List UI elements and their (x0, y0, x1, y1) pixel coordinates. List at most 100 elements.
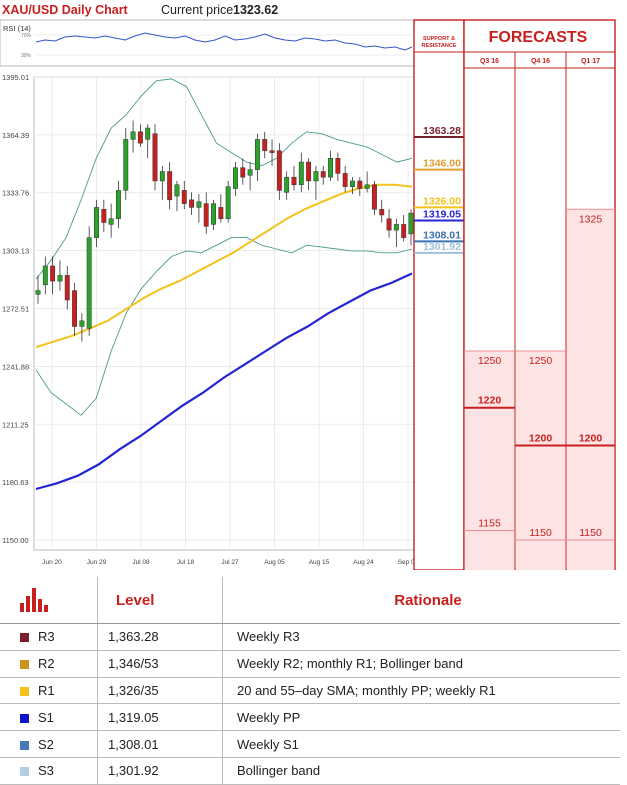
levels-table: Level Rationale R3 1,363.28 Weekly R3 R2 1,3… (0, 577, 620, 785)
level-swatch (20, 633, 29, 643)
forecast-top-label: 1325 (579, 213, 603, 225)
forecast-mid-label: 1220 (478, 395, 502, 407)
level-value: 1,301.92 (97, 757, 223, 785)
level-name: R2 (0, 650, 98, 678)
forecast-range (464, 351, 515, 570)
level-name: R1 (0, 677, 98, 705)
level-swatch (20, 767, 29, 777)
candle-body (189, 199, 195, 208)
forecast-top-label: 1250 (478, 355, 502, 367)
level-label: 1319.05 (423, 209, 461, 221)
y-tick-label: 1303.13 (2, 247, 29, 256)
candle-body (181, 190, 187, 204)
candle-body (335, 158, 341, 174)
level-label: 1363.28 (423, 125, 461, 137)
y-tick-label: 1150.00 (2, 536, 29, 545)
candle-body (328, 158, 333, 178)
levels-table-header: Level Rationale (0, 577, 620, 624)
candle-body (86, 237, 92, 329)
x-tick-label: Aug 24 (353, 559, 374, 566)
bollinger-lower-line (35, 237, 413, 416)
y-tick-label: 1241.88 (2, 362, 29, 371)
candle-body (72, 290, 78, 327)
level-name-text: S2 (38, 736, 54, 752)
candle-body (284, 176, 290, 193)
y-tick-label: 1333.76 (2, 189, 29, 198)
candle-body (254, 139, 260, 170)
forecast-title: FORECASTS (489, 29, 588, 46)
forecast-range (566, 209, 615, 570)
x-tick-label: Aug 15 (309, 559, 330, 566)
y-tick-label: 1180.63 (2, 478, 29, 487)
chart-area: XAU/USD Daily Chart Current price 1323.6… (0, 3, 616, 570)
candle-body (116, 190, 121, 219)
level-name: S2 (0, 730, 98, 758)
table-row: S2 1,308.01 Weekly S1 (0, 730, 620, 758)
candle-body (159, 171, 165, 182)
level-value: 1,363.28 (97, 623, 223, 651)
x-tick-label: Sep 02 (398, 559, 419, 566)
candle-body (101, 209, 107, 223)
x-tick-label: Jul 08 (132, 559, 150, 566)
candle-body (167, 171, 173, 201)
level-swatch (20, 713, 29, 723)
rsi-panel (0, 19, 415, 67)
rsi-line (35, 32, 413, 51)
x-tick-label: Jul 27 (221, 559, 239, 566)
candle-body (145, 127, 151, 140)
candle-body (218, 207, 224, 219)
candle-body (364, 184, 370, 189)
candle-body (196, 201, 202, 208)
candle-body (313, 171, 319, 182)
x-tick-label: Jun 29 (87, 559, 107, 566)
candle-body (35, 290, 41, 295)
bar-chart-icon (0, 577, 98, 624)
y-tick-label: 1364.39 (2, 131, 29, 140)
candle-body (137, 131, 143, 144)
forecast-mid-label: 1200 (579, 433, 603, 445)
support-header: SUPPORT & (423, 36, 455, 42)
forecast-column-header: Q4 16 (531, 58, 550, 65)
candle-body (408, 212, 414, 235)
price-label: Current price (161, 3, 233, 17)
x-tick-label: Jul 18 (177, 559, 195, 566)
candle-body (123, 139, 129, 191)
level-name-text: S1 (38, 709, 54, 725)
table-row: S1 1,319.05 Weekly PP (0, 703, 620, 732)
forecast-top-label: 1250 (529, 355, 553, 367)
forecast-column-headers: Q3 16 Q4 16 Q1 17 (480, 58, 600, 65)
forecast-column-header: Q1 17 (581, 58, 600, 65)
candle-body (379, 209, 385, 216)
candle-body (57, 275, 63, 282)
forecast-bottom-label: 1150 (529, 527, 552, 539)
candle-body (276, 150, 282, 191)
level-value: 1,308.01 (97, 730, 223, 758)
forecast-range (515, 351, 566, 570)
level-name-text: R2 (38, 656, 55, 672)
candle-body (393, 224, 399, 231)
chart-title: XAU/USD Daily Chart (2, 3, 129, 17)
candle-body (203, 203, 209, 227)
level-value: 1,346/53 (97, 650, 223, 678)
price-value: 1323.62 (233, 3, 278, 17)
level-label: 1308.01 (423, 229, 461, 241)
sma-yellow-line (35, 183, 413, 349)
level-column-header: Level (97, 577, 223, 624)
candle-body (247, 169, 253, 176)
level-label: 1301.92 (423, 241, 461, 253)
rsi-label: RSI (14) (3, 24, 31, 33)
candle-body (42, 265, 48, 286)
x-tick-label: Aug 05 (264, 559, 285, 566)
level-label: 1326.00 (423, 195, 461, 207)
candle-body (64, 275, 70, 301)
level-rationale: Weekly S1 (222, 730, 620, 758)
table-row: S3 1,301.92 Bollinger band (0, 757, 620, 785)
level-name: S3 (0, 757, 98, 785)
level-rationale: Weekly R2; monthly R1; Bollinger band (222, 650, 620, 678)
candle-body (306, 161, 312, 182)
candle-body (342, 173, 348, 187)
table-row: R1 1,326/35 20 and 55–day SMA; monthly PP;… (0, 677, 620, 705)
x-tick-label: Jun 20 (42, 559, 62, 566)
level-name-text: S3 (38, 763, 54, 779)
candle-body (108, 218, 114, 225)
